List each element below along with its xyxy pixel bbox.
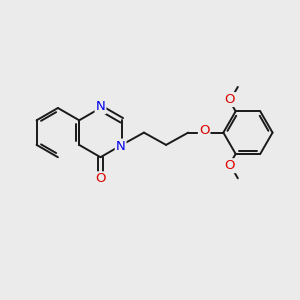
Text: O: O <box>224 93 235 106</box>
Text: O: O <box>199 124 209 137</box>
Text: O: O <box>224 159 235 172</box>
Text: N: N <box>96 100 105 113</box>
Text: N: N <box>116 140 125 153</box>
Text: O: O <box>95 172 106 185</box>
